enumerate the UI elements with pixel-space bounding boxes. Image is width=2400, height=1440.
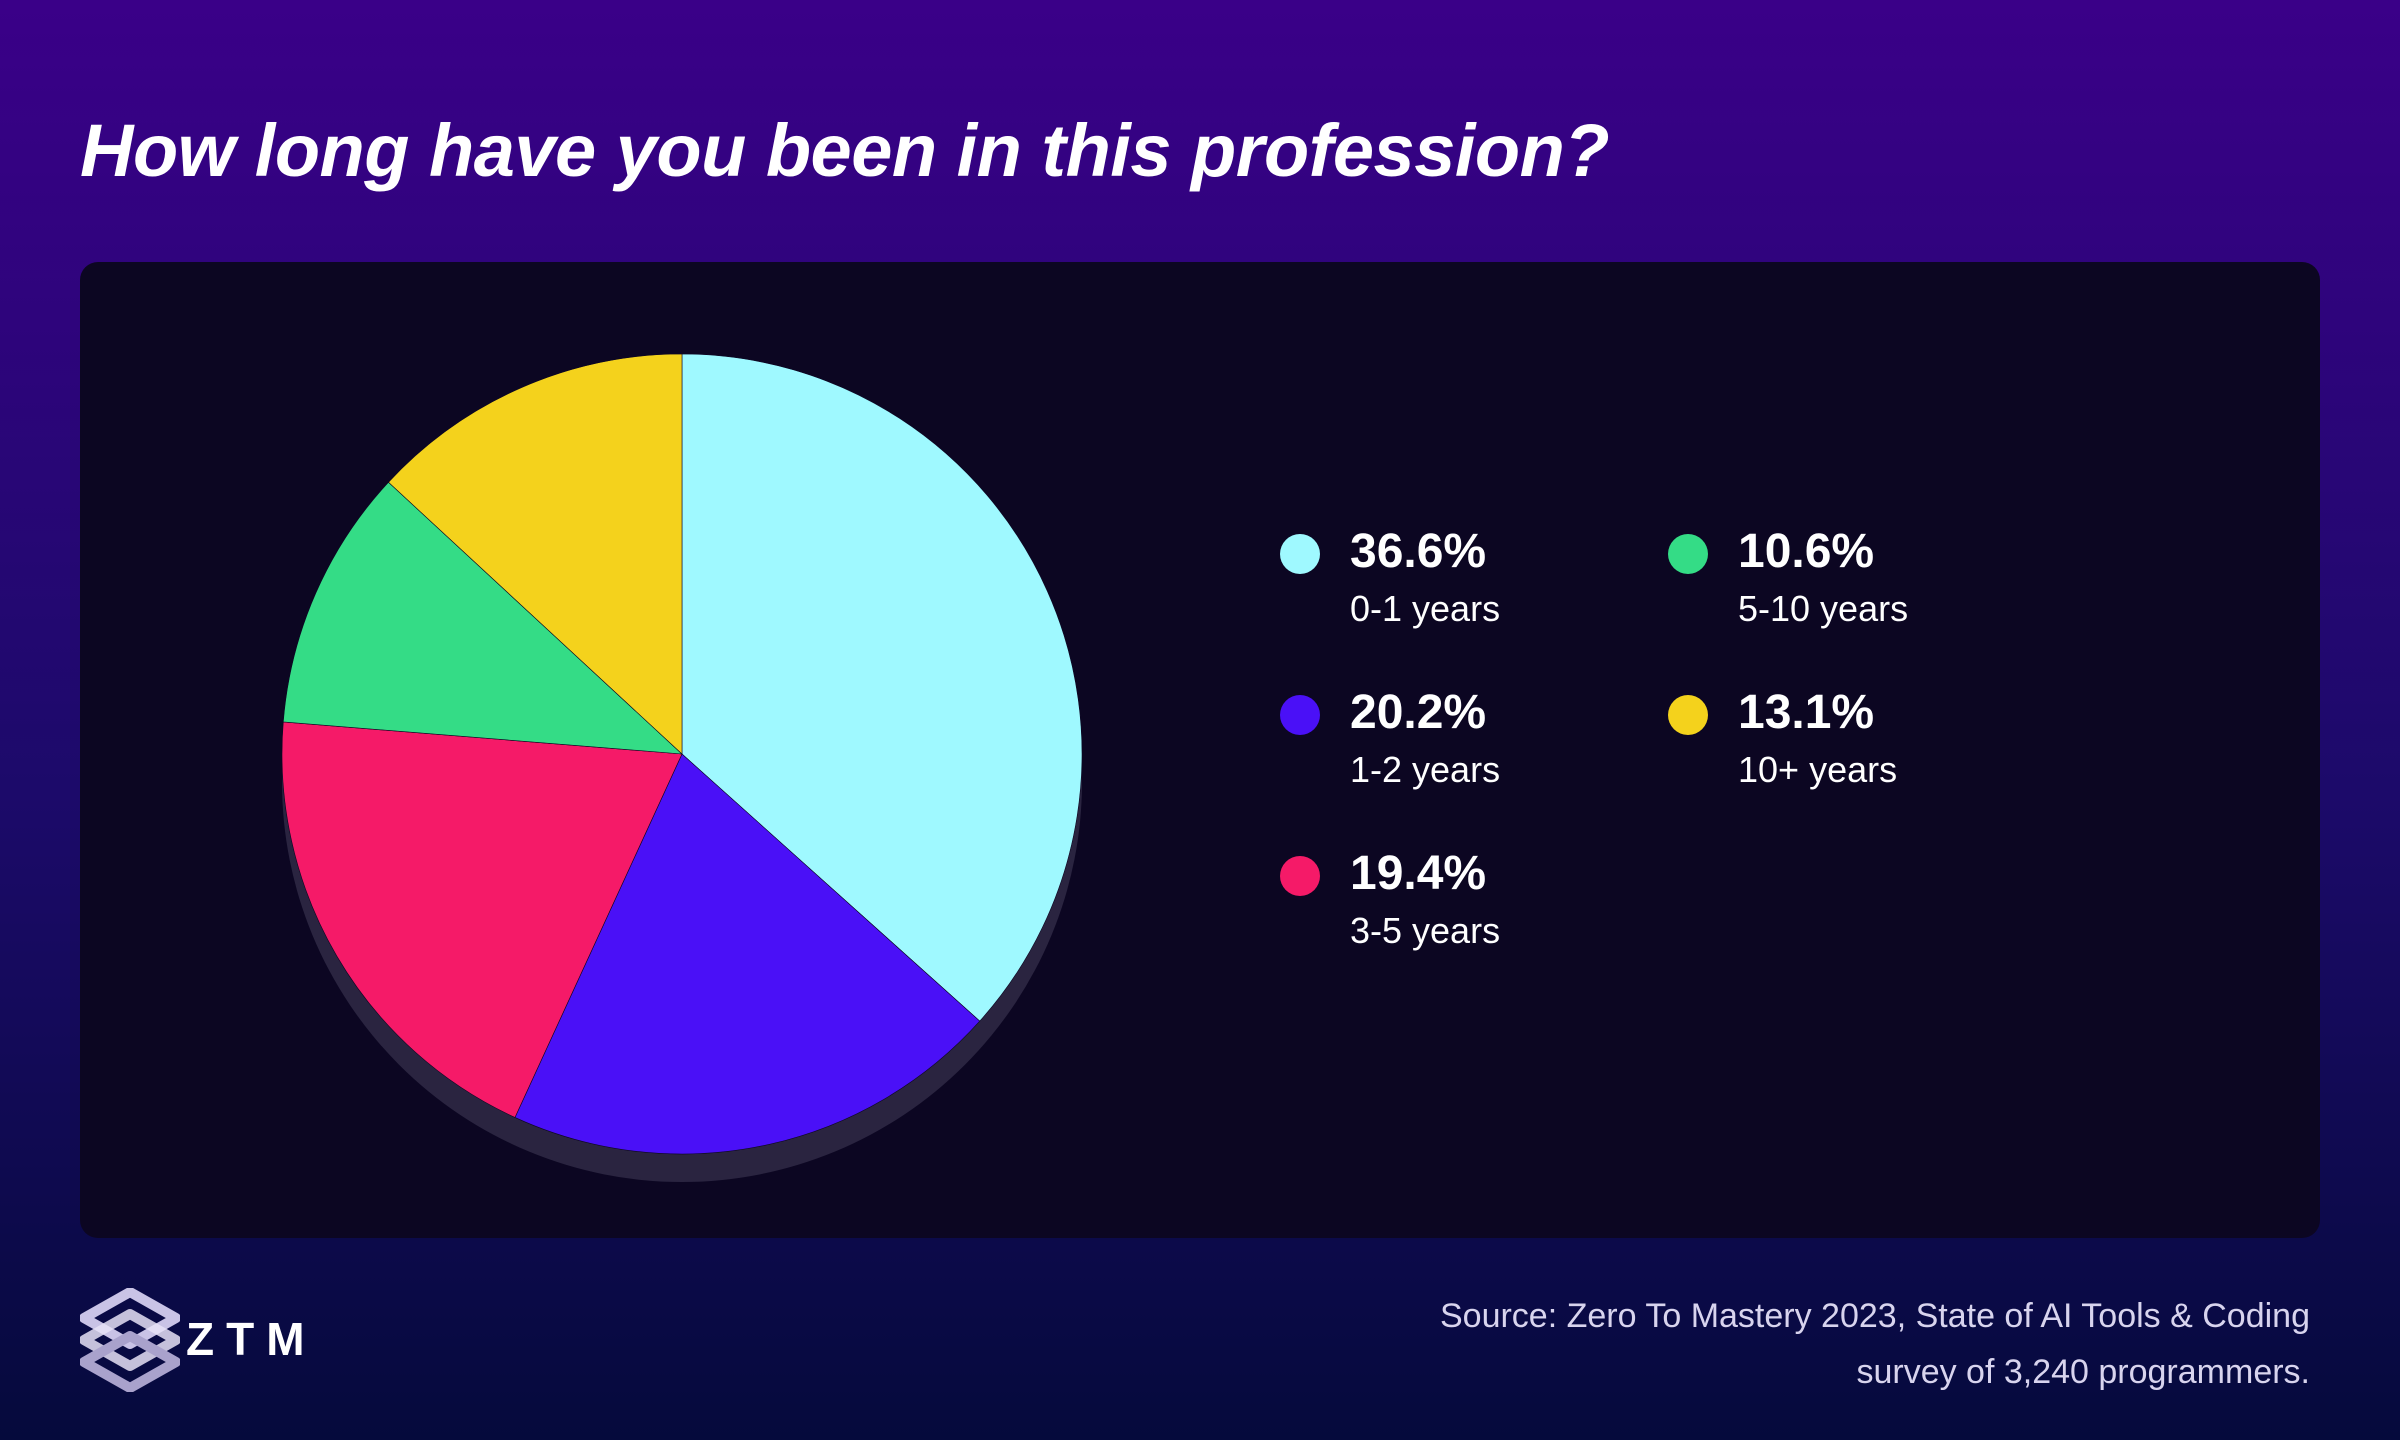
legend-dot-0-1-years: [1280, 534, 1320, 574]
source-line-2: survey of 3,240 programmers.: [1856, 1353, 2310, 1391]
legend: 36.6% 0-1 years 20.2% 1-2 years 19.4% 3-…: [80, 262, 2320, 1238]
legend-value: 20.2%: [1350, 686, 1487, 739]
pie-slice-1-2-years: [514, 753, 981, 1155]
legend-label: 1-2 years: [1350, 749, 1501, 790]
ztm-logo-icon: [80, 1288, 180, 1392]
pie-slice-10-plus-years: [388, 353, 683, 755]
legend-label: 5-10 years: [1738, 588, 1909, 629]
legend-value: 36.6%: [1350, 525, 1487, 578]
pie-slice-3-5-years: [281, 721, 683, 1118]
pie-slices: [281, 353, 1083, 1155]
pie-slice-5-10-years: [282, 481, 683, 755]
source-line-1: Source: Zero To Mastery 2023, State of A…: [1439, 1297, 2310, 1335]
legend-dot-3-5-years: [1280, 856, 1320, 896]
legend-label: 3-5 years: [1350, 910, 1501, 951]
logo-text: ZTM: [186, 1313, 317, 1365]
legend-value: 19.4%: [1350, 847, 1487, 900]
chart-title: How long have you been in this professio…: [80, 109, 1610, 192]
pie-slice-0-1-years: [681, 353, 1083, 1022]
legend-dot-10-plus-years: [1668, 695, 1708, 735]
source-note: Source: Zero To Mastery 2023, State of A…: [1440, 1288, 2310, 1400]
legend-label: 10+ years: [1738, 749, 1898, 790]
legend-label: 0-1 years: [1350, 588, 1501, 629]
legend-value: 10.6%: [1738, 525, 1875, 578]
pie-chart: [281, 353, 1083, 1182]
legend-value: 13.1%: [1738, 686, 1875, 739]
legend-dot-5-10-years: [1668, 534, 1708, 574]
ztm-logo[interactable]: ZTM: [80, 1288, 320, 1392]
legend-dot-1-2-years: [1280, 695, 1320, 735]
chart-panel: 36.6% 0-1 years 20.2% 1-2 years 19.4% 3-…: [80, 262, 2320, 1238]
